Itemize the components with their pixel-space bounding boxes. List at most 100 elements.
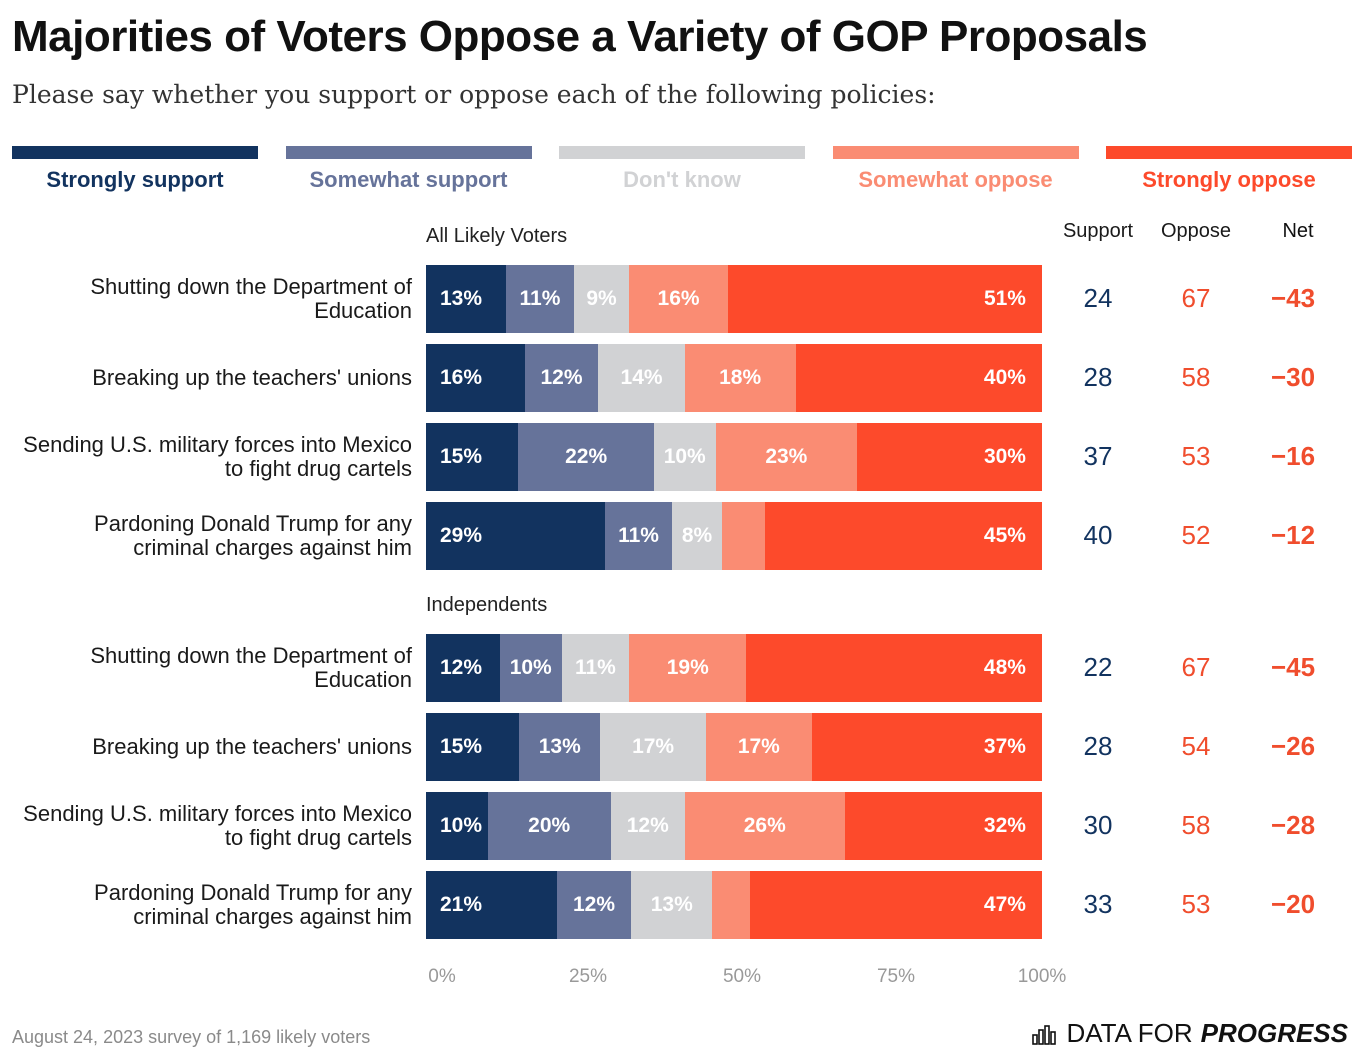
bar-segment-dont-know: 9% (573, 265, 630, 333)
data-label: 14% (620, 366, 663, 389)
bar-segment-dont-know: 11% (561, 634, 630, 702)
bar-segment-strongly-oppose: 32% (844, 792, 1042, 860)
legend-swatch (285, 146, 532, 159)
data-label: 12% (440, 656, 483, 679)
legend-swatch (1106, 146, 1352, 159)
row-label: Pardoning Donald Trump for any criminal … (94, 880, 412, 929)
support-value: 24 (1083, 283, 1113, 313)
bar-segment-dont-know: 13% (631, 871, 713, 939)
row-label: Shutting down the Department of Educatio… (90, 643, 412, 692)
bar-segment-dont-know: 10% (653, 423, 716, 491)
x-tick-label: 100% (1017, 966, 1067, 987)
bar-segment-strongly-support: 16% (426, 344, 525, 412)
bar-segment-somewhat-support: 13% (519, 713, 601, 781)
data-label: 40% (983, 366, 1026, 389)
bar-row: 16% 12% 14% 18% 40% (426, 344, 1042, 412)
data-label: 13% (440, 287, 483, 310)
row-label: Breaking up the teachers' unions (92, 734, 412, 759)
support-value: 28 (1083, 731, 1113, 761)
data-label: 11% (574, 656, 616, 679)
data-label: 11% (618, 524, 659, 547)
x-tick-label: 50% (722, 966, 762, 987)
row-label: Breaking up the teachers' unions (92, 365, 412, 390)
oppose-value: 53 (1181, 441, 1211, 471)
bar-segment-dont-know: 17% (600, 713, 706, 781)
bar-row: 10% 20% 12% 26% 32% (426, 792, 1042, 860)
support-value: 40 (1083, 520, 1113, 550)
bar-segment-strongly-support: 29% (426, 502, 605, 570)
legend-swatch (832, 146, 1079, 159)
data-label: 21% (440, 893, 483, 916)
bar-segment-somewhat-oppose (721, 502, 765, 570)
oppose-value: 53 (1181, 889, 1211, 919)
bar-segment-dont-know: 8% (672, 502, 722, 570)
support-value: 33 (1083, 889, 1113, 919)
data-label: 19% (666, 656, 709, 679)
data-label: 10% (509, 656, 552, 679)
footnote: August 24, 2023 survey of 1,169 likely v… (12, 1027, 371, 1047)
bar-segment-strongly-support: 10% (426, 792, 488, 860)
x-tick-label: 25% (568, 966, 608, 987)
data-label: 15% (440, 735, 483, 758)
data-label: 16% (440, 366, 483, 389)
bar-segment-strongly-support: 12% (426, 634, 500, 702)
net-value: −28 (1270, 810, 1316, 840)
bar-segment-strongly-support: 21% (426, 871, 557, 939)
column-header-net: Net (1282, 220, 1314, 242)
legend-label: Somewhat oppose (858, 167, 1053, 192)
bar-row: 15% 13% 17% 17% 37% (426, 713, 1042, 781)
column-header-support: Support (1062, 220, 1134, 242)
support-value: 22 (1083, 652, 1113, 682)
bar-segment-somewhat-support: 20% (487, 792, 611, 860)
net-value: −16 (1270, 441, 1316, 471)
group-label: All Likely Voters (426, 225, 568, 247)
bar-segment-somewhat-oppose: 23% (715, 423, 858, 491)
bar-segment-somewhat-oppose: 18% (684, 344, 796, 412)
net-value: −12 (1270, 520, 1316, 550)
data-label: 32% (983, 814, 1026, 837)
bar-segment-strongly-support: 13% (426, 265, 507, 333)
bar-segment-dont-know: 12% (610, 792, 685, 860)
row-label: Shutting down the Department of Educatio… (90, 274, 412, 323)
bar-segment-somewhat-support: 12% (524, 344, 599, 412)
column-header-oppose: Oppose (1160, 220, 1232, 242)
bar-segment-somewhat-support: 11% (506, 265, 574, 333)
bar-chart-icon (1032, 1024, 1057, 1045)
x-tick-label: 75% (876, 966, 916, 987)
row-label: Pardoning Donald Trump for any criminal … (94, 511, 412, 560)
data-label: 11% (519, 287, 561, 310)
legend-item-somewhat-support: Somewhat support (285, 146, 532, 193)
data-label: 16% (657, 287, 700, 310)
data-label: 51% (983, 287, 1026, 310)
data-label: 15% (440, 445, 483, 468)
data-label: 9% (586, 287, 617, 310)
support-value: 30 (1083, 810, 1113, 840)
bar-segment-dont-know: 14% (598, 344, 685, 412)
legend-label: Somewhat support (309, 167, 508, 192)
bar-segment-somewhat-oppose: 17% (705, 713, 812, 781)
legend-label: Strongly oppose (1142, 167, 1316, 192)
bar-segment-strongly-oppose: 40% (795, 344, 1042, 412)
data-label: 22% (565, 445, 608, 468)
bar-segment-strongly-oppose: 45% (764, 502, 1042, 570)
oppose-value: 52 (1181, 520, 1211, 550)
x-tick-label: 0% (428, 966, 456, 987)
bar-segment-strongly-oppose: 48% (746, 634, 1042, 702)
data-label: 8% (681, 524, 713, 547)
data-label: 37% (983, 735, 1026, 758)
bar-segment-somewhat-oppose (712, 871, 750, 939)
net-value: −43 (1270, 283, 1316, 313)
brand-name-part2: PROGRESS (1200, 1018, 1348, 1048)
data-label: 20% (528, 814, 571, 837)
legend-label: Don't know (623, 167, 741, 192)
data-label: 13% (538, 735, 581, 758)
bar-segment-somewhat-oppose: 16% (629, 265, 728, 333)
bar-segment-strongly-support: 15% (426, 713, 520, 781)
legend-label: Strongly support (46, 167, 224, 192)
data-label: 48% (983, 656, 1026, 679)
data-label: 12% (572, 893, 615, 916)
support-value: 28 (1083, 362, 1113, 392)
data-label: 17% (632, 735, 675, 758)
data-label: 13% (650, 893, 693, 916)
legend-item-strongly-support: Strongly support (12, 146, 258, 193)
